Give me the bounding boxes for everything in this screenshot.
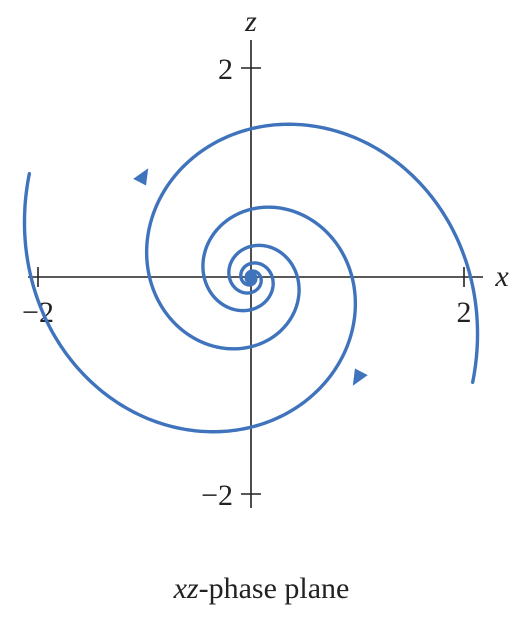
x-axis-label: x <box>494 260 509 293</box>
z-tick-label-neg2: −2 <box>201 479 233 512</box>
equilibrium-point <box>244 271 258 285</box>
z-axis-label: z <box>244 5 257 38</box>
x-tick-label-pos2: 2 <box>457 296 472 329</box>
figure-caption: xz-phase plane <box>0 572 523 606</box>
direction-arrow-lower <box>352 368 368 386</box>
caption-variables: xz <box>173 572 199 605</box>
direction-arrow-upper <box>133 168 149 186</box>
z-tick-label-pos2: 2 <box>218 53 233 86</box>
caption-text: -phase plane <box>198 572 350 605</box>
